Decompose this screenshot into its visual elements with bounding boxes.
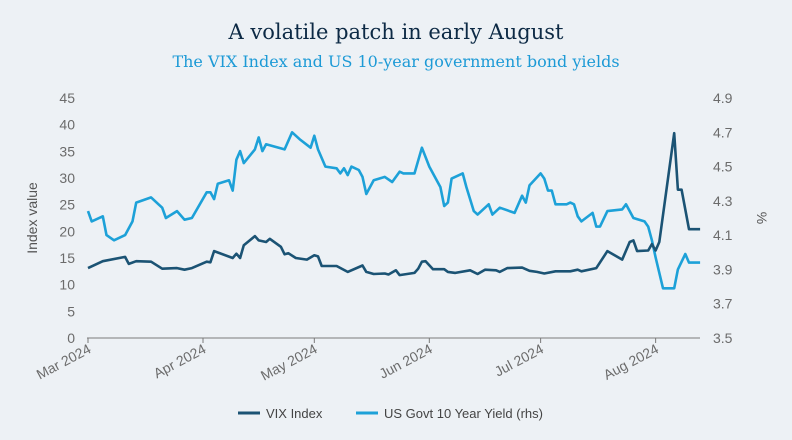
- y-tick-label: 5: [67, 303, 75, 319]
- y-axis-label: Index value: [24, 182, 40, 254]
- y2-tick-label: 4.1: [713, 227, 733, 243]
- y-tick-label: 40: [59, 117, 75, 133]
- y-tick-label: 25: [59, 197, 75, 213]
- y2-tick-label: 4.7: [713, 124, 733, 140]
- y-tick-label: 30: [59, 170, 75, 186]
- y-tick-label: 15: [59, 250, 75, 266]
- y-tick-label: 45: [59, 90, 75, 106]
- chart-title: A volatile patch in early August: [228, 20, 564, 44]
- y-tick-label: 10: [59, 277, 75, 293]
- y-tick-label: 20: [59, 223, 75, 239]
- y2-tick-label: 3.5: [713, 330, 733, 346]
- yield-series-line: [86, 131, 701, 290]
- x-tick-label: Jun 2024: [376, 340, 435, 381]
- x-tick-label: Aug 2024: [601, 340, 662, 382]
- y2-tick-label: 4.5: [713, 159, 733, 175]
- y2-tick-label: 4.3: [713, 193, 733, 209]
- y2-tick-label: 3.7: [713, 296, 733, 312]
- x-tick-label: Mar 2024: [34, 340, 94, 382]
- vix-series-line: [87, 131, 701, 277]
- y2-tick-label: 4.9: [713, 90, 733, 106]
- legend-label-yield: US Govt 10 Year Yield (rhs): [384, 406, 543, 421]
- x-tick-label: Apr 2024: [151, 340, 209, 381]
- y2-tick-label: 3.9: [713, 261, 733, 277]
- y-tick-label: 0: [67, 330, 75, 346]
- legend: VIX Index US Govt 10 Year Yield (rhs): [238, 406, 543, 421]
- x-tick-label: Jul 2024: [492, 340, 546, 379]
- chart-subtitle: The VIX Index and US 10-year government …: [172, 52, 620, 71]
- legend-label-vix: VIX Index: [266, 406, 323, 421]
- x-tick-label: May 2024: [258, 340, 320, 383]
- y-tick-label: 35: [59, 143, 75, 159]
- y2-axis-label: %: [754, 212, 770, 224]
